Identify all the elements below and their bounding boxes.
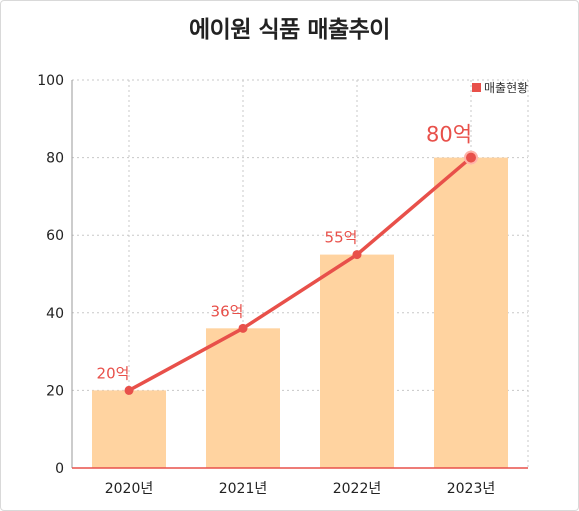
y-tick-label: 100 [37,73,64,89]
y-tick-label: 80 [46,151,64,167]
data-label: 20억 [97,364,130,382]
bar [92,390,166,468]
y-tick-label: 20 [46,383,64,399]
y-tick-label: 60 [46,228,64,244]
title-wrap: 에이원 식품 매출추이 [0,10,579,44]
data-label: 80억 [426,123,472,147]
chart-title: 에이원 식품 매출추이 [183,10,396,44]
x-tick-label: 2021년 [219,481,268,497]
bar [320,254,394,468]
data-point [464,150,478,165]
data-point [352,250,362,260]
data-label: 55억 [325,229,358,247]
legend-label: 매출현황 [484,81,528,95]
bar [206,328,280,468]
data-point [238,323,248,333]
y-tick-label: 0 [55,461,64,477]
bar [434,157,508,468]
series-line [128,156,473,392]
data-point [124,385,134,395]
x-tick-label: 2022년 [333,481,382,497]
x-tick-label: 2020년 [105,481,154,497]
x-tick-label: 2023년 [447,481,496,497]
legend-swatch [472,83,481,92]
y-tick-label: 40 [46,306,64,322]
chart-title-text: 에이원 식품 매출추이 [189,17,390,43]
data-label: 36억 [211,302,244,320]
